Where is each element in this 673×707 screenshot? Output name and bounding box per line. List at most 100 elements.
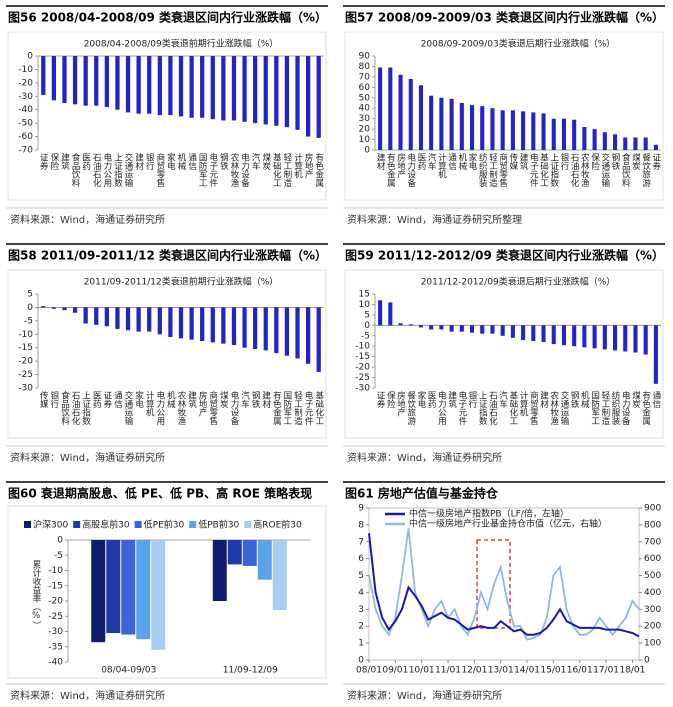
category-label: 石油石化 xyxy=(569,153,579,188)
y-tick-label: 1 xyxy=(358,639,364,649)
plot-frame xyxy=(7,269,327,439)
category-label: 08/04-09/03 xyxy=(101,666,156,676)
y-tick-label: 20 xyxy=(359,125,371,135)
series-line xyxy=(368,533,640,638)
bar xyxy=(510,325,515,338)
category-label: 电子元件 xyxy=(528,152,538,188)
category-label: 建筑 xyxy=(447,390,457,409)
bar xyxy=(94,307,99,325)
bar xyxy=(253,307,258,350)
category-label: 食品饮料 xyxy=(59,390,69,426)
bar xyxy=(305,307,311,364)
category-label: 银行 xyxy=(467,390,477,409)
bar xyxy=(136,540,151,640)
category-label: 计算机 xyxy=(144,390,154,417)
bar xyxy=(72,56,78,105)
bar xyxy=(602,132,607,150)
panel-heading: 图56 2008/04-2008/09 类衰退区间内行业涨跌幅（%） xyxy=(8,10,327,25)
bar xyxy=(62,307,67,311)
y-tick-label: 0 xyxy=(364,321,370,331)
category-label: 煤炭 xyxy=(630,152,640,171)
category-label: 计算机 xyxy=(518,390,528,417)
bar xyxy=(295,56,300,130)
category-label: 餐饮旅游 xyxy=(641,153,651,188)
legend-label: 中信一级房地产指数PB（LF/倍，左轴） xyxy=(409,508,569,520)
category-label: 国防军工 xyxy=(197,153,207,187)
category-label: 交通运输 xyxy=(123,152,133,188)
y2-tick-label: 0 xyxy=(644,656,650,666)
y-tick-label: -20 xyxy=(18,357,33,367)
bar xyxy=(459,325,464,332)
y2-tick-label: 800 xyxy=(644,520,661,530)
category-label: 基础化工 xyxy=(271,152,281,187)
y-tick-label: 40 xyxy=(359,104,371,114)
y2-tick-label: 900 xyxy=(644,504,661,514)
y-tick-label: 90 xyxy=(359,52,371,62)
bar xyxy=(643,325,648,355)
y-tick-label: -60 xyxy=(18,132,33,142)
category-label: 钢铁 xyxy=(218,152,228,171)
category-label: 11/09-12/09 xyxy=(223,666,278,676)
y-tick-label: 5 xyxy=(364,310,370,320)
bar xyxy=(582,325,587,348)
category-label: 医药 xyxy=(426,391,436,409)
category-label: 证券 xyxy=(375,391,385,409)
plot-frame xyxy=(344,269,664,439)
bar xyxy=(231,56,237,121)
bar xyxy=(480,325,485,334)
y2-tick-label: 200 xyxy=(644,622,661,632)
bar xyxy=(418,85,424,150)
category-label: 商贸零售 xyxy=(498,152,508,188)
category-label: 纺织服装 xyxy=(477,152,487,188)
y-tick-label: 60 xyxy=(359,83,371,93)
category-label: 基础化工 xyxy=(314,390,324,425)
bar xyxy=(582,127,587,150)
bar xyxy=(378,67,383,150)
source-note: 资料来源：Wind，海通证券研究所 xyxy=(347,689,502,702)
category-label: 上证指数 xyxy=(112,153,122,188)
category-label: 煤炭 xyxy=(630,390,640,409)
category-label: 轻工制造 xyxy=(293,390,303,426)
category-label: 电力设备 xyxy=(229,390,239,426)
category-label: 电力设备 xyxy=(240,152,250,188)
bar xyxy=(429,325,434,330)
category-label: 银行 xyxy=(144,152,154,171)
bar xyxy=(147,56,152,114)
bar xyxy=(316,56,321,138)
y-axis-label: 累计收益率（%） xyxy=(31,560,41,630)
chart-title: 2011/09-2011/12类衰退前期行业涨跌幅（%） xyxy=(84,276,279,288)
category-label: 电力公用 xyxy=(155,390,165,426)
bar xyxy=(551,325,556,345)
y-tick-label: 0 xyxy=(358,656,364,666)
y2-tick-label: 700 xyxy=(644,537,661,547)
category-label: 有色金属 xyxy=(271,390,281,426)
category-label: 汽车 xyxy=(426,152,436,171)
bar xyxy=(221,56,226,121)
y-tick-label: -35 xyxy=(48,642,63,652)
panel-heading: 图61 房地产估值与基金持仓 xyxy=(345,486,499,501)
bar xyxy=(429,95,434,150)
y-tick-label: -15 xyxy=(355,352,370,362)
category-label: 医药 xyxy=(91,391,101,409)
category-label: 建材 xyxy=(134,152,144,170)
x-tick-label: 17/01 xyxy=(593,666,619,676)
category-label: 通信 xyxy=(651,390,661,409)
bar xyxy=(500,110,505,150)
category-label: 上证指数 xyxy=(477,391,487,426)
bar xyxy=(136,307,141,332)
bar xyxy=(398,74,403,150)
category-label: 房地产 xyxy=(197,390,207,417)
bar xyxy=(242,56,247,122)
bar xyxy=(200,56,205,118)
category-label: 计算机 xyxy=(293,152,303,179)
y-tick-label: 4 xyxy=(358,588,364,598)
category-label: 汽车 xyxy=(498,390,508,409)
x-tick-label: 16/01 xyxy=(567,666,593,676)
bar xyxy=(378,300,383,326)
y-tick-label: 7 xyxy=(358,537,364,547)
y-tick-label: -25 xyxy=(48,612,63,622)
bar xyxy=(178,307,184,339)
y-tick-label: -25 xyxy=(18,370,33,380)
bar xyxy=(592,129,597,150)
category-label: 建材 xyxy=(261,390,271,408)
